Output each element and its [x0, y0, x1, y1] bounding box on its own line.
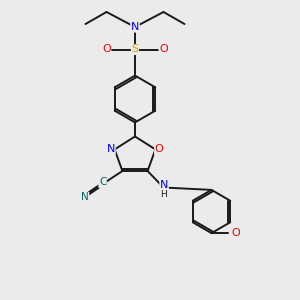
Text: N: N: [81, 192, 89, 203]
Text: C: C: [99, 177, 106, 188]
Text: O: O: [231, 228, 240, 238]
Text: S: S: [131, 44, 139, 55]
Text: N: N: [131, 22, 139, 32]
Text: O: O: [102, 44, 111, 55]
Text: O: O: [154, 144, 164, 154]
Text: N: N: [107, 144, 115, 154]
Text: H: H: [160, 190, 167, 199]
Text: N: N: [160, 180, 168, 190]
Text: O: O: [159, 44, 168, 55]
